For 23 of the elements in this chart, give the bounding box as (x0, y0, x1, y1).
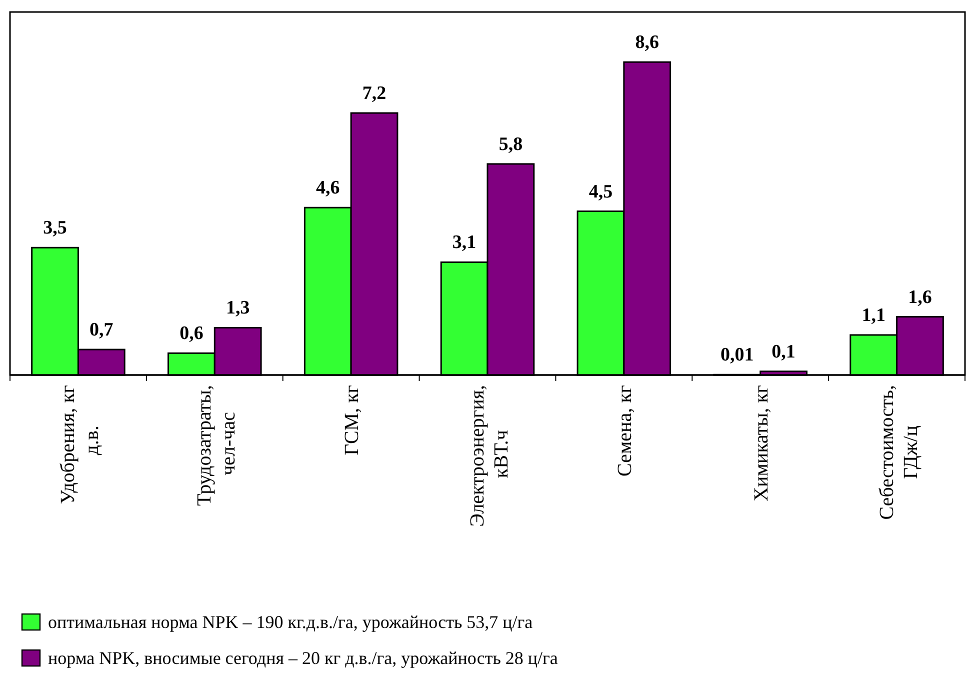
data-label: 8,6 (635, 32, 659, 54)
x-tick-label: Удобрения, кг д.в. (57, 385, 104, 504)
data-label: 0,01 (720, 344, 754, 366)
x-tick-label: Семена, кг (614, 385, 636, 476)
data-label: 4,5 (588, 181, 613, 202)
legend-label: оптимальная норма NPK – 190 кг.д.в./га, урожайность 53,7 ц/га (48, 612, 533, 632)
data-label: 0,6 (180, 323, 204, 344)
x-tick-label: Химикаты, кг (750, 385, 772, 502)
data-label: 1,6 (908, 286, 932, 308)
data-label: 1,1 (862, 304, 886, 326)
data-label: 5,8 (498, 134, 523, 155)
legend-label: норма NPK, вносимые сегодня – 20 кг д.в./га, урожайность 28 ц/га (48, 648, 558, 668)
data-label: 0,1 (772, 341, 796, 362)
data-label: 0,7 (90, 320, 114, 341)
x-tick-label: ГСМ, кг (341, 385, 364, 456)
data-label: 3,1 (452, 232, 476, 254)
x-tick-label: Себестоимость, ГДж/ц (876, 385, 922, 520)
x-tick-label: Электроэнергия, кВТ.ч (466, 385, 512, 527)
data-label: 1,3 (226, 298, 250, 319)
data-label: 7,2 (362, 83, 386, 104)
data-label: 3,5 (43, 218, 67, 239)
data-label: 4,6 (316, 178, 340, 199)
x-tick-label: Трудозатраты, чел-час (194, 385, 240, 506)
